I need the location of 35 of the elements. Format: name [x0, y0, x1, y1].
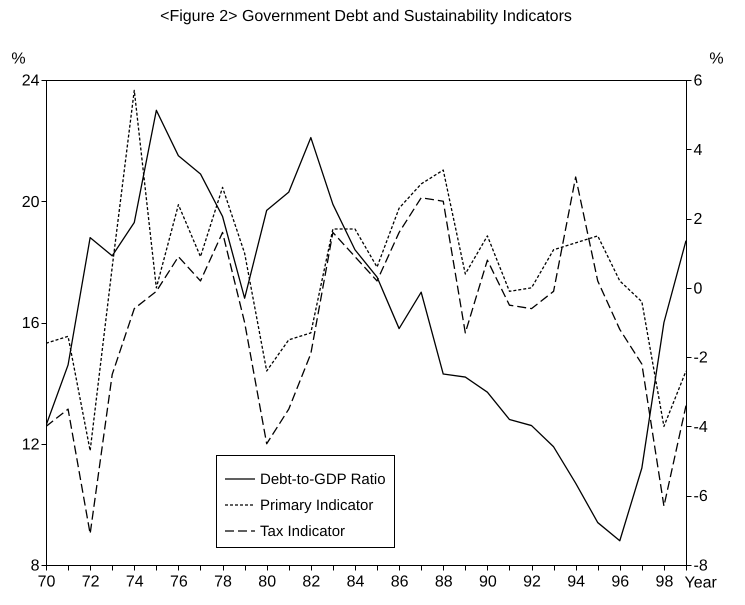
y2-tick-label: 0 — [694, 280, 702, 298]
x-tick-label: 74 — [126, 574, 144, 590]
x-tick-label: 88 — [434, 574, 453, 590]
y-axis-title: % — [11, 50, 26, 68]
legend-label: Primary Indicator — [260, 497, 374, 514]
x-tick-label: 96 — [611, 574, 630, 590]
x-tick-label: 98 — [656, 574, 674, 590]
x-tick-label: 84 — [346, 574, 364, 590]
legend-label: Tax Indicator — [260, 523, 346, 540]
x-tick-label: 90 — [478, 574, 497, 590]
y-tick-label: 12 — [22, 436, 40, 454]
y2-tick-label: -2 — [694, 350, 708, 367]
x-tick-label: 82 — [302, 574, 320, 590]
x-tick-label: 76 — [170, 574, 188, 590]
y-tick-label: 20 — [22, 194, 40, 211]
x-tick-label: 92 — [523, 574, 542, 590]
chart-title: <Figure 2> Government Debt and Sustainability Indicators — [160, 8, 572, 25]
y2-tick-label: 2 — [694, 211, 702, 228]
x-axis-title: Year — [684, 574, 718, 592]
legend-label: Debt-to-GDP Ratio — [260, 471, 386, 488]
y2-tick-label: 4 — [694, 142, 702, 159]
y-tick-label: 16 — [22, 315, 40, 332]
y2-tick-label: 6 — [694, 72, 702, 90]
x-tick-label: 78 — [214, 574, 232, 590]
y2-tick-label: -4 — [694, 418, 708, 436]
y2-tick-label: -8 — [694, 558, 708, 574]
y2-axis-title: % — [709, 50, 724, 68]
y-tick-label: 8 — [30, 558, 40, 574]
y2-tick-label: -6 — [694, 488, 708, 506]
x-tick-label: 86 — [390, 574, 409, 590]
x-tick-label: 70 — [38, 574, 56, 590]
x-tick-label: 72 — [82, 574, 100, 590]
x-tick-label: 80 — [258, 574, 276, 590]
y-tick-label: 24 — [22, 72, 40, 90]
x-tick-label: 94 — [567, 574, 586, 590]
